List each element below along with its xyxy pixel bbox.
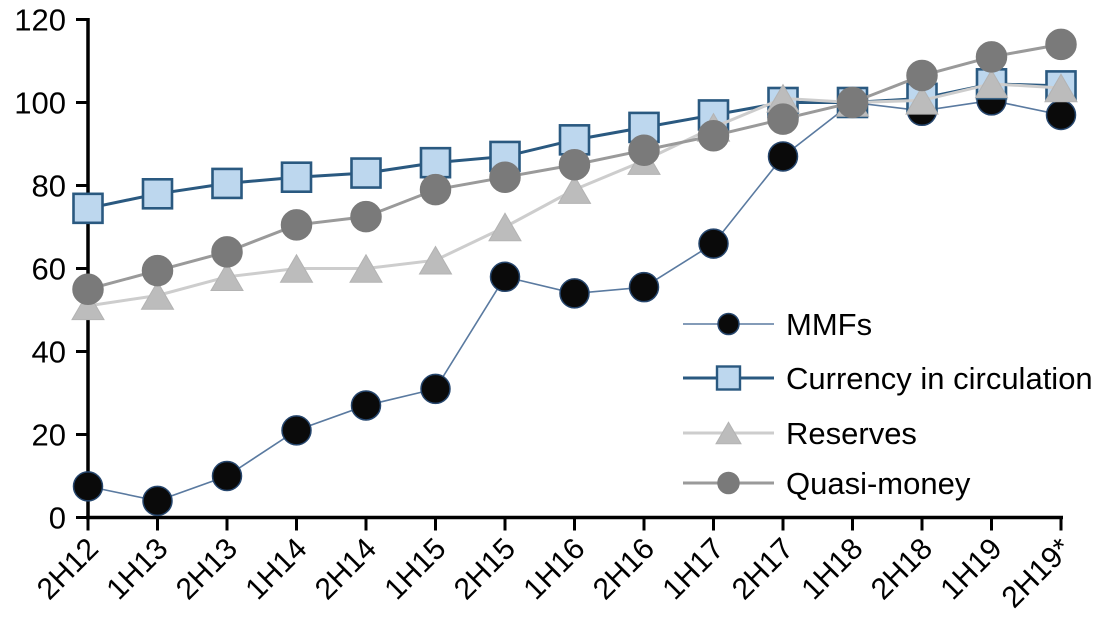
circle-marker-quasi-money <box>280 209 313 241</box>
circle-marker-mmfs <box>420 373 451 405</box>
circle-legend-marker-mmfs <box>717 312 740 336</box>
triangle-marker-reserves <box>974 69 1009 99</box>
x-tick-label-group: 1H19 <box>934 532 1008 606</box>
circle-marker-quasi-money <box>1045 28 1077 61</box>
x-tick-label: 2H18 <box>865 532 939 606</box>
x-tick-label: 1H18 <box>795 532 869 606</box>
x-tick-label-group: 1H16 <box>517 532 591 606</box>
legend-item-reserves: Reserves <box>683 416 917 451</box>
triangle-marker-reserves <box>418 245 453 275</box>
x-tick-label-group: 1H18 <box>795 532 869 606</box>
x-tick-label-group: 2H15 <box>448 532 522 606</box>
circle-marker-quasi-money <box>489 161 521 193</box>
square-marker-currency-in-circulation <box>72 192 104 225</box>
y-tick-label: 40 <box>32 335 66 370</box>
x-tick-label: 2H17 <box>726 532 800 606</box>
legend-label-mmfs: MMFs <box>786 307 872 342</box>
legend-item-mmfs: MMFs <box>683 307 872 342</box>
series-quasi-money <box>72 28 1077 305</box>
x-tick-label-group: 2H17 <box>726 532 800 606</box>
y-tick-label: 100 <box>14 86 66 121</box>
y-tick-label: 80 <box>32 169 66 204</box>
circle-marker-mmfs <box>211 460 243 492</box>
circle-marker-mmfs <box>698 228 729 259</box>
circle-marker-mmfs <box>1045 99 1077 131</box>
x-tick-label-group: 2H14 <box>309 532 383 606</box>
circle-marker-mmfs <box>559 278 590 309</box>
legend-label-quasi-money: Quasi-money <box>786 466 971 501</box>
legend-item-quasi-money: Quasi-money <box>683 466 971 501</box>
x-tick-label: 2H15 <box>448 532 522 606</box>
circle-marker-quasi-money <box>419 173 452 206</box>
x-tick-label-group: 1H13 <box>100 532 174 606</box>
x-tick-label: 1H17 <box>656 532 730 606</box>
x-tick-label: 2H13 <box>170 532 244 606</box>
circle-marker-mmfs <box>767 141 799 172</box>
x-tick-label: 2H12 <box>31 532 105 606</box>
triangle-legend-marker-reserves <box>715 421 742 445</box>
triangle-marker-reserves <box>140 280 175 310</box>
x-tick-label-group: 1H17 <box>656 532 730 606</box>
circle-marker-quasi-money <box>628 134 660 166</box>
legend-item-currency-in-circulation: Currency in circulation <box>683 361 1093 396</box>
x-tick-label: 1H16 <box>517 532 591 606</box>
y-tick-label: 20 <box>32 418 66 453</box>
x-tick-label-group: 2H13 <box>170 532 244 606</box>
circle-marker-quasi-money <box>975 41 1008 73</box>
triangle-marker-reserves <box>488 212 522 242</box>
circle-marker-quasi-money <box>558 149 591 181</box>
triangle-marker-reserves <box>349 253 383 283</box>
square-legend-marker-currency-in-circulation <box>715 365 742 391</box>
x-tick-label-group: 2H18 <box>865 532 939 606</box>
square-marker-currency-in-circulation <box>280 161 313 193</box>
circle-marker-quasi-money <box>141 254 174 287</box>
x-tick-label: 1H19 <box>934 532 1008 606</box>
circle-marker-mmfs <box>628 271 660 303</box>
square-marker-currency-in-circulation <box>350 157 382 189</box>
triangle-marker-reserves <box>1044 73 1078 103</box>
triangle-marker-reserves <box>210 262 244 292</box>
circle-marker-quasi-money <box>350 200 382 233</box>
circle-marker-mmfs <box>350 390 382 421</box>
x-tick-label: 1H13 <box>100 532 174 606</box>
circle-legend-marker-quasi-money <box>717 471 740 495</box>
circle-marker-mmfs <box>142 485 173 517</box>
legend: MMFs Currency in circulation Reserves Quasi… <box>683 307 1093 501</box>
circle-marker-mmfs <box>489 261 521 293</box>
x-tick-label: 2H16 <box>587 532 661 606</box>
circle-marker-quasi-money <box>906 59 938 92</box>
x-tick-label: 1H15 <box>378 532 452 606</box>
circle-marker-quasi-money <box>836 86 869 119</box>
square-marker-currency-in-circulation <box>211 167 243 200</box>
square-marker-currency-in-circulation <box>419 146 452 179</box>
circle-marker-quasi-money <box>767 103 799 135</box>
x-tick-label-group: 2H16 <box>587 532 661 606</box>
triangle-marker-reserves <box>557 174 592 204</box>
x-tick-label-group: 2H12 <box>31 532 105 606</box>
triangle-marker-reserves <box>905 85 939 115</box>
triangle-marker-reserves <box>71 291 105 321</box>
circle-marker-quasi-money <box>72 273 104 305</box>
circle-marker-mmfs <box>72 471 104 502</box>
x-tick-label-group: 1H14 <box>239 532 313 606</box>
square-marker-currency-in-circulation <box>141 178 174 210</box>
x-tick-label: 2H14 <box>309 532 383 606</box>
y-tick-label: 0 <box>49 501 66 536</box>
x-tick-label: 1H14 <box>239 532 313 606</box>
y-tick-label: 60 <box>32 252 66 287</box>
circle-marker-mmfs <box>281 415 312 446</box>
x-tick-label: 2H19* <box>996 532 1079 615</box>
legend-label-reserves: Reserves <box>786 416 917 451</box>
y-tick-label: 120 <box>14 3 66 38</box>
circle-marker-quasi-money <box>697 119 730 152</box>
legend-label-currency-in-circulation: Currency in circulation <box>786 361 1093 396</box>
triangle-marker-reserves <box>279 253 314 283</box>
x-tick-label-group: 1H15 <box>378 532 452 606</box>
x-tick-label-group: 2H19* <box>996 532 1079 615</box>
circle-marker-quasi-money <box>211 236 243 268</box>
